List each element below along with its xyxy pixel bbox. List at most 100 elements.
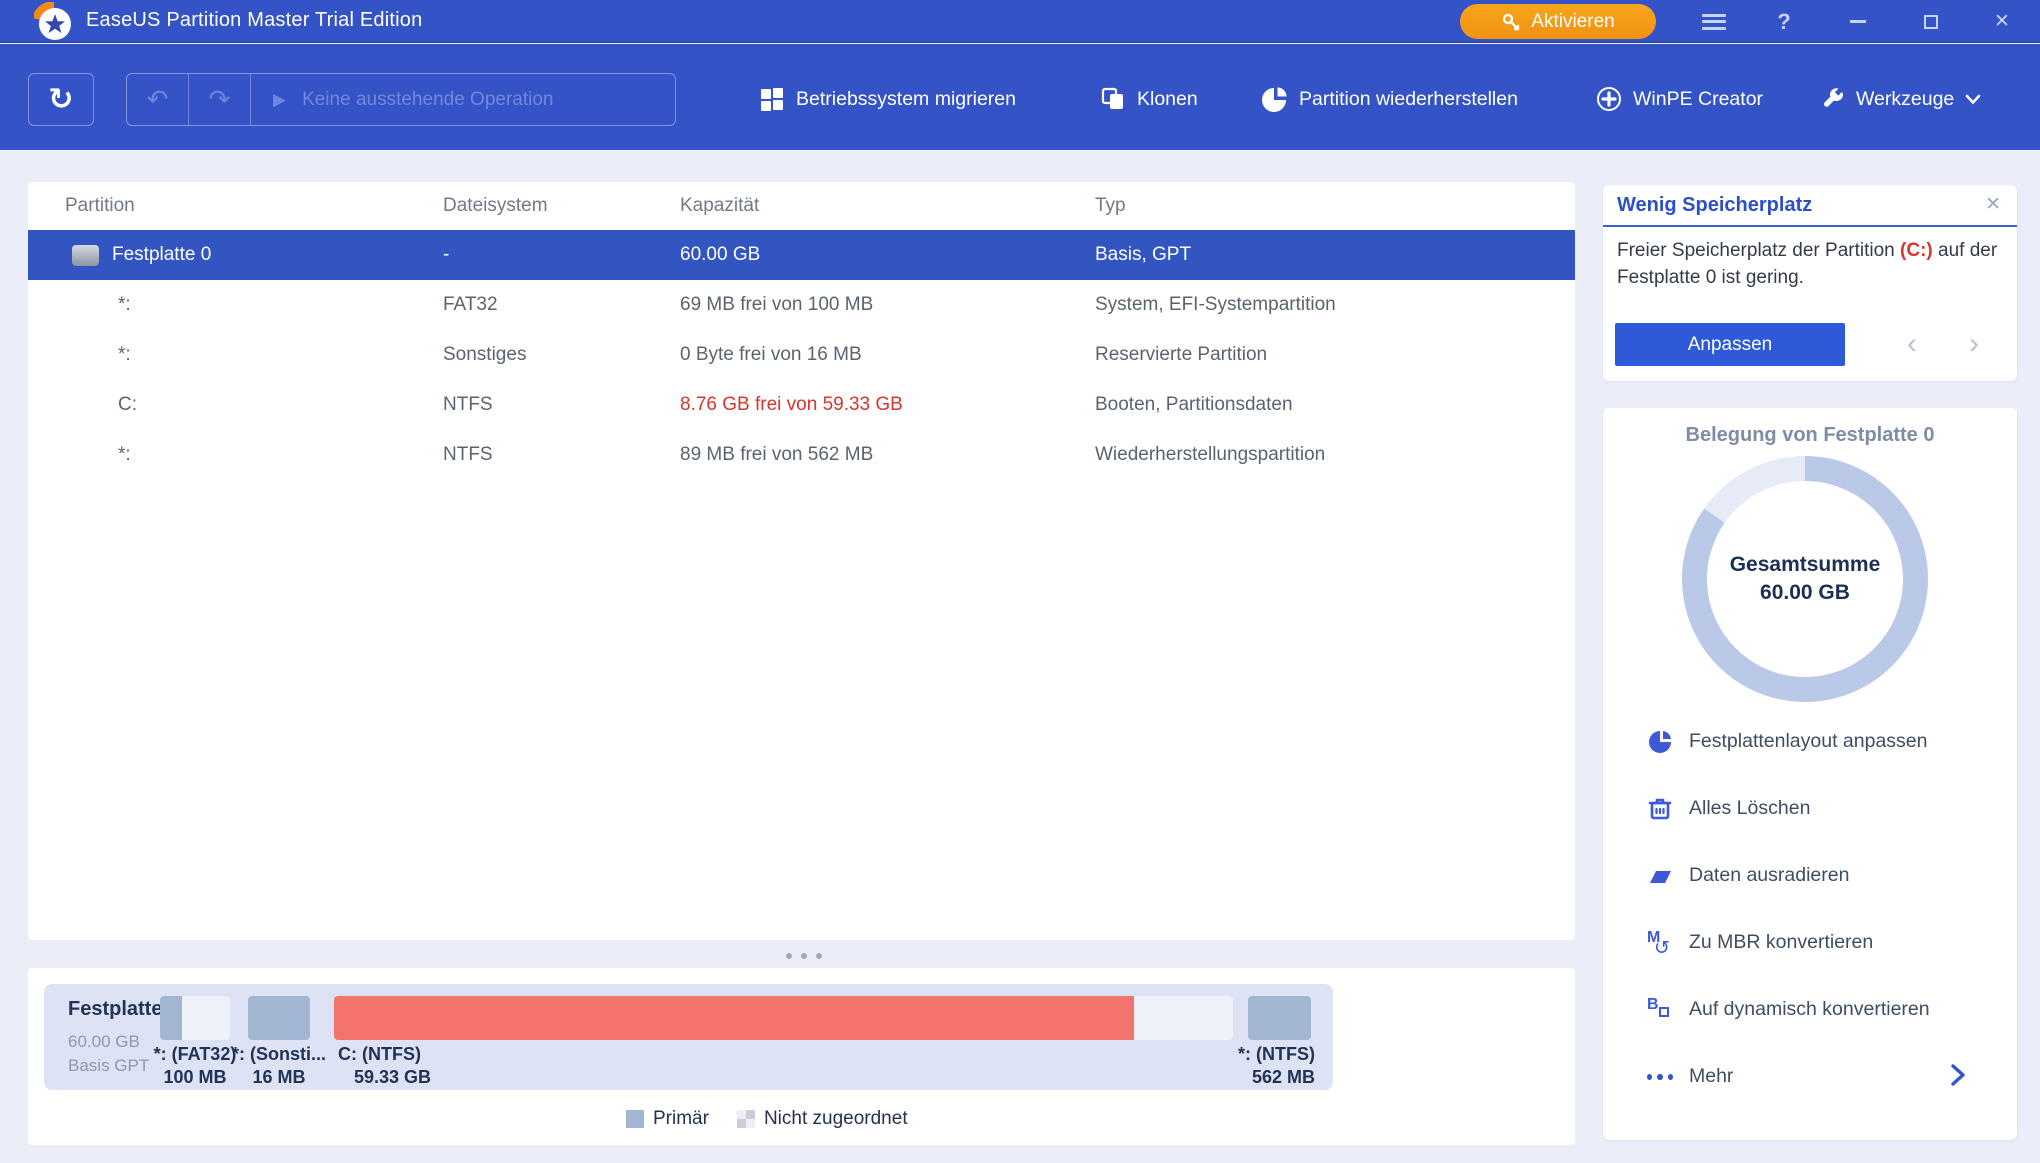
column-capacity: Kapazität [680,195,760,216]
winpe-creator-button[interactable]: WinPE Creator [1596,82,1763,116]
primary-swatch-icon [626,1110,644,1128]
clone-button[interactable]: Klonen [1100,82,1198,116]
panel-splitter-handle[interactable] [786,953,822,959]
close-button[interactable]: ✕ [1980,0,2024,43]
alert-close-icon[interactable]: ✕ [1985,194,2001,215]
convert-dynamic-icon: B [1647,996,1673,1023]
partition-size: 16 MB [252,1067,306,1087]
migrate-os-icon [761,88,783,111]
pending-operation-label: Keine ausstehende Operation [302,88,554,110]
toolbar: ↻ ↶ ↷ ▶ Keine ausstehende Operation Betr… [0,44,2040,150]
help-button[interactable]: ? [1762,0,1806,43]
partition-label: *: (FAT32) [153,1044,237,1064]
disk-map-name: Festplatte 0 [68,998,180,1020]
cell-partition: *: [118,344,131,365]
hamburger-icon [1702,13,1726,30]
partition-label: C: (NTFS) [338,1044,421,1064]
cell-filesystem: - [443,244,450,265]
wrench-icon [1824,88,1843,107]
operation-history-group: ↶ ↷ ▶ Keine ausstehende Operation [126,73,676,126]
cell-type: System, EFI-Systempartition [1095,294,1336,315]
clone-icon [1101,87,1123,109]
redo-button[interactable]: ↷ [189,74,251,125]
action-convert-to-mbr[interactable]: M ↺ Zu MBR konvertieren [1603,909,2017,976]
chevron-right-icon [1951,1064,1965,1086]
table-row-efi[interactable]: *: FAT32 69 MB frei von 100 MB System, E… [28,280,1575,330]
column-partition: Partition [65,195,135,216]
alert-title: Wenig Speicherplatz [1617,194,1813,216]
eraser-icon [1650,870,1671,883]
table-row-disk0[interactable]: Festplatte 0 - 60.00 GB Basis, GPT [28,230,1575,280]
partition-label: *: (NTFS) [1238,1044,1315,1064]
migrate-os-label: Betriebssystem migrieren [796,87,1016,110]
cell-partition: C: [118,394,137,415]
action-label: Daten ausradieren [1689,864,1850,886]
partition-label: *: (Sonsti... [232,1044,326,1064]
disk-map-partition-recovery[interactable]: *: (NTFS) 562 MB [1238,996,1315,1088]
disk-map-panel: Festplatte 0 60.00 GB Basis GPT *: (FAT3… [28,968,1575,1145]
tools-menu-button[interactable]: Werkzeuge [1819,82,1981,116]
alert-drive-highlight: (C:) [1900,240,1933,261]
partition-recovery-icon [1262,87,1287,112]
activate-label: Aktivieren [1531,10,1615,32]
cell-partition: *: [118,294,131,315]
refresh-icon: ↻ [48,83,74,116]
execute-operations-button[interactable]: ▶ Keine ausstehende Operation [251,74,675,125]
tools-label: Werkzeuge [1856,87,1955,110]
minimize-button[interactable] [1836,0,1880,43]
window-title: EaseUS Partition Master Trial Edition [86,9,423,31]
action-more[interactable]: Mehr [1603,1043,2017,1110]
pie-chart-icon [1649,729,1673,753]
quick-actions-list: Festplattenlayout anpassen Alles Löschen… [1603,708,2017,1110]
partition-recovery-button[interactable]: Partition wiederherstellen [1262,82,1518,116]
cell-type: Wiederherstellungspartition [1095,444,1326,465]
action-delete-all[interactable]: Alles Löschen [1603,775,2017,842]
alert-prev-icon[interactable]: ‹ [1907,327,1917,360]
alert-divider [1603,225,2017,227]
table-row-recovery[interactable]: *: NTFS 89 MB frei von 562 MB Wiederhers… [28,430,1575,480]
table-header: Partition Dateisystem Kapazität Typ [28,182,1575,230]
disk-usage-donut-chart: Gesamtsumme 60.00 GB [1682,456,1928,702]
action-convert-to-dynamic[interactable]: B Auf dynamisch konvertieren [1603,976,2017,1043]
disk-map-size: 60.00 GB [68,1032,140,1051]
disk-map-type: Basis GPT [68,1056,150,1075]
unallocated-swatch-icon [736,1110,755,1128]
undo-icon: ↶ [146,84,169,114]
activate-button[interactable]: Aktivieren [1460,4,1656,39]
help-icon: ? [1777,8,1791,34]
disk-map-partition-reserved[interactable]: *: (Sonsti... 16 MB [232,996,326,1088]
disk0-map-card[interactable]: Festplatte 0 60.00 GB Basis GPT *: (FAT3… [44,984,1333,1090]
legend-unallocated-label: Nicht zugeordnet [763,1108,908,1129]
action-label: Zu MBR konvertieren [1689,931,1874,953]
column-filesystem: Dateisystem [443,195,548,216]
minimize-icon [1850,20,1866,23]
easeus-logo-icon [34,2,71,40]
winpe-creator-label: WinPE Creator [1633,87,1764,110]
maximize-button[interactable] [1909,0,1953,43]
undo-button[interactable]: ↶ [127,74,189,125]
alert-next-icon[interactable]: › [1969,327,1979,360]
table-row-reserved[interactable]: *: Sonstiges 0 Byte frei von 16 MB Reser… [28,330,1575,380]
close-icon: ✕ [1994,11,2010,32]
adjust-button[interactable]: Anpassen [1615,323,1845,366]
usage-title: Belegung von Festplatte 0 [1685,424,1935,446]
cell-filesystem: NTFS [443,394,493,415]
table-row-c-drive[interactable]: C: NTFS 8.76 GB frei von 59.33 GB Booten… [28,380,1575,430]
clone-label: Klonen [1137,87,1198,110]
refresh-button[interactable]: ↻ [28,73,94,126]
key-icon [1503,13,1520,30]
partition-size: 59.33 GB [354,1067,432,1087]
trash-icon [1648,798,1672,819]
action-label: Auf dynamisch konvertieren [1689,998,1930,1020]
disk-map-partition-c[interactable]: C: (NTFS) 59.33 GB [334,996,1233,1088]
partition-recovery-label: Partition wiederherstellen [1299,87,1518,110]
migrate-os-button[interactable]: Betriebssystem migrieren [759,82,1016,116]
action-adjust-disk-layout[interactable]: Festplattenlayout anpassen [1603,708,2017,775]
menu-button[interactable] [1692,0,1736,43]
disk-map-partition-fat32[interactable]: *: (FAT32) 100 MB [154,996,236,1088]
action-wipe-data[interactable]: Daten ausradieren [1603,842,2017,909]
more-dots-icon [1647,1064,1673,1090]
cell-capacity-low-space: 8.76 GB frei von 59.33 GB [680,394,903,415]
action-label: Mehr [1689,1065,1734,1087]
